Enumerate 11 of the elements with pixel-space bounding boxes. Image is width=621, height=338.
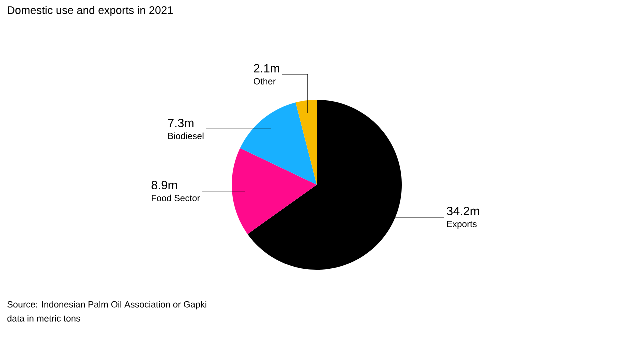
text: data in metric tons <box>8 315 80 322</box>
slice-label: Exports <box>447 221 477 230</box>
slice-label: Other <box>254 78 276 85</box>
data-label: 7.3m <box>168 118 194 128</box>
data-label: 2.1m <box>254 64 280 73</box>
data-label: 8.9m <box>152 181 178 190</box>
slice-label: Biodiesel <box>168 132 204 140</box>
chart-title: Domestic use and exports in 2021 <box>8 6 173 16</box>
data-label: 34.2m <box>447 206 480 216</box>
source-note: Source: Indonesian Palm Oil Association or Gapki <box>8 301 207 310</box>
slice-label: Food Sector <box>152 194 200 202</box>
